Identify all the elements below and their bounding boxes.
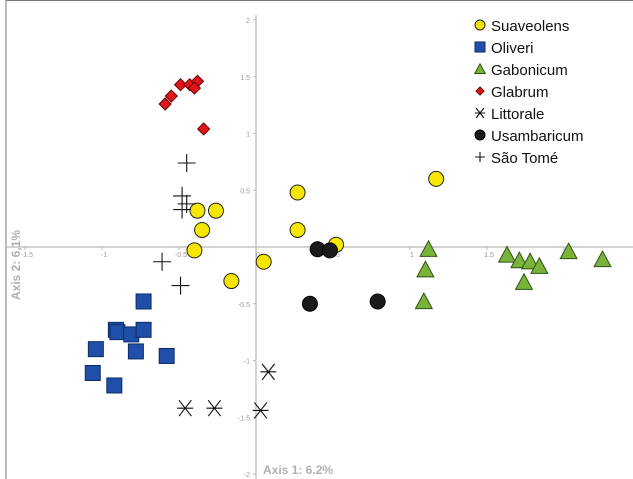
data-point-oliveri	[84, 364, 101, 381]
legend-label-usambaricum: Usambaricum	[491, 128, 584, 145]
data-point-littorale	[260, 363, 277, 381]
y-tick-label: 1.5	[240, 75, 250, 82]
y-tick-label: 0.5	[240, 188, 250, 195]
data-point-glabrum	[173, 77, 188, 92]
data-point-gabonicum	[530, 256, 549, 274]
data-point-suaveolens	[255, 253, 272, 270]
legend-label-glabrum: Glabrum	[491, 84, 549, 101]
x-tick-label: -1.5	[21, 252, 33, 259]
data-point-oliveri	[135, 321, 152, 338]
series-s-o-tom	[153, 154, 196, 295]
series-suaveolens	[186, 170, 445, 290]
data-point-gabonicum	[497, 245, 517, 263]
data-point-suaveolens	[189, 202, 206, 219]
legend-marker-littorale	[475, 107, 485, 119]
x-tick-label: 1.5	[484, 252, 494, 259]
data-point-s-o-tom	[173, 200, 192, 219]
data-point-gabonicum	[414, 292, 434, 310]
data-point-glabrum	[164, 89, 179, 103]
legend-item-oliveri: Oliveri	[474, 40, 534, 57]
legend-item-suaveolens: Suaveolens	[474, 18, 569, 35]
legend-item-glabrum: Glabrum	[475, 84, 549, 101]
legend-label-suaveolens: Suaveolens	[491, 18, 569, 35]
legend-label-oliveri: Oliveri	[491, 40, 534, 57]
y-tick-label: -1.5	[238, 415, 250, 422]
y-tick-label: 2	[246, 18, 250, 25]
data-point-usambaricum	[301, 295, 318, 312]
series-oliveri	[84, 293, 175, 394]
data-point-suaveolens	[289, 221, 306, 238]
data-point-suaveolens	[289, 184, 306, 201]
data-point-suaveolens	[194, 221, 211, 238]
legend-item-littorale: Littorale	[475, 106, 544, 123]
data-point-gabonicum	[593, 250, 612, 268]
data-point-usambaricum	[321, 242, 338, 259]
y-axis-ticks: 2 1.5 1 0.5 -0.5 -1 -1.5 -2	[238, 18, 256, 479]
legend-item-s-o-tom: São Tomé	[475, 150, 558, 167]
data-point-usambaricum	[369, 293, 386, 310]
legend-marker-gabonicum	[473, 62, 487, 74]
data-point-suaveolens	[428, 170, 445, 187]
legend-marker-suaveolens	[474, 19, 486, 31]
data-point-littorale	[206, 399, 223, 417]
legend-marker-oliveri	[474, 41, 486, 53]
y-tick-label: 1	[246, 132, 250, 139]
data-point-gabonicum	[514, 272, 534, 290]
series-glabrum	[158, 74, 211, 136]
data-point-gabonicum	[559, 242, 578, 260]
data-point-oliveri	[158, 347, 175, 364]
data-point-s-o-tom	[177, 194, 196, 213]
series-gabonicum	[414, 239, 612, 310]
x-axis-title: Axis 1: 6.2%	[263, 463, 333, 477]
data-point-oliveri	[127, 343, 144, 360]
x-tick-label: 0	[256, 252, 260, 259]
data-point-littorale	[252, 402, 269, 419]
series-usambaricum	[301, 241, 386, 312]
data-point-suaveolens	[207, 202, 224, 219]
data-point-gabonicum	[510, 251, 529, 269]
x-tick-label: 1	[410, 252, 414, 259]
legend-marker-usambaricum	[474, 129, 486, 141]
data-point-s-o-tom	[171, 276, 190, 295]
series-littorale	[177, 363, 277, 419]
data-points	[84, 74, 612, 419]
legend-item-usambaricum: Usambaricum	[474, 128, 584, 145]
y-tick-label: -1	[244, 359, 250, 366]
x-tick-label: -0.5	[175, 252, 187, 259]
legend-marker-glabrum	[475, 86, 485, 96]
data-point-suaveolens	[186, 242, 203, 259]
data-point-oliveri	[106, 377, 123, 394]
data-point-s-o-tom	[177, 154, 196, 173]
data-point-oliveri	[135, 293, 152, 310]
data-point-s-o-tom	[153, 252, 172, 271]
data-point-oliveri	[109, 324, 126, 341]
data-point-gabonicum	[520, 252, 540, 270]
data-point-glabrum	[196, 122, 211, 136]
legend-label-gabonicum: Gabonicum	[491, 62, 568, 79]
legend-marker-s-o-tom	[475, 152, 485, 162]
data-point-gabonicum	[416, 260, 435, 278]
x-tick-label: -1	[101, 252, 107, 259]
data-point-suaveolens	[223, 273, 240, 290]
legend: Suaveolens Oliveri Gabonicum Glabrum Littora…	[473, 18, 584, 167]
data-point-littorale	[177, 399, 194, 417]
y-axis-title: Axis 2: 6,1%	[9, 230, 23, 300]
data-point-glabrum	[158, 97, 172, 111]
y-tick-label: -0.5	[238, 302, 250, 309]
data-point-glabrum	[187, 81, 202, 95]
legend-label-s-o-tom: São Tomé	[491, 150, 558, 167]
legend-item-gabonicum: Gabonicum	[473, 62, 568, 79]
data-point-gabonicum	[419, 239, 438, 257]
data-point-oliveri	[87, 341, 104, 358]
legend-label-littorale: Littorale	[491, 106, 544, 123]
y-tick-label: -2	[244, 472, 250, 479]
